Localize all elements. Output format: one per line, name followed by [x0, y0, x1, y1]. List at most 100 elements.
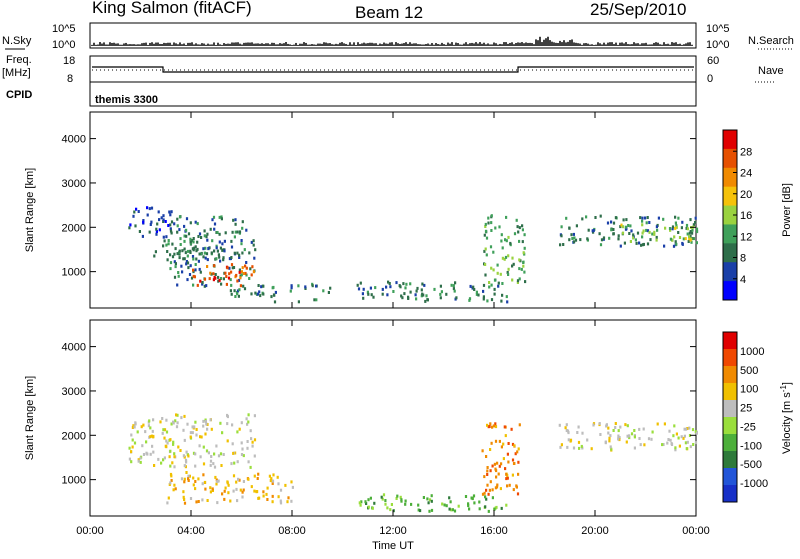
- data-cell: [522, 260, 525, 264]
- data-cell: [247, 413, 250, 417]
- data-cell: [521, 228, 524, 232]
- data-cell: [443, 503, 446, 507]
- data-cell: [236, 460, 239, 464]
- data-cell: [248, 277, 251, 280]
- colorbar-tick-label: -1000: [740, 478, 768, 490]
- data-cell: [407, 295, 410, 299]
- data-cell: [489, 448, 492, 451]
- data-cell: [289, 289, 292, 293]
- data-cell: [602, 236, 606, 240]
- data-cell: [678, 444, 681, 448]
- data-cell: [494, 439, 498, 443]
- data-cell: [216, 501, 219, 505]
- data-cell: [511, 458, 515, 462]
- y-tick-label: 3000: [62, 386, 86, 398]
- data-cell: [197, 259, 200, 263]
- data-cell: [259, 294, 262, 298]
- data-cell: [195, 257, 198, 261]
- data-cell: [504, 434, 507, 438]
- data-cell: [371, 506, 374, 510]
- data-cell: [153, 254, 156, 258]
- data-cell: [500, 506, 503, 510]
- data-cell: [490, 221, 493, 225]
- data-cell: [243, 248, 246, 252]
- data-cell: [167, 242, 170, 246]
- data-cell: [386, 506, 389, 510]
- data-cell: [483, 491, 486, 495]
- x-tick-label: 08:00: [278, 525, 306, 537]
- data-cell: [641, 243, 645, 247]
- data-cell: [624, 227, 628, 231]
- data-cell: [173, 465, 176, 469]
- data-cell: [238, 253, 241, 257]
- data-cell: [174, 262, 177, 266]
- data-cell: [515, 484, 518, 488]
- data-cell: [691, 228, 694, 232]
- data-cell: [367, 498, 370, 502]
- data-cell: [685, 223, 689, 227]
- data-cell: [492, 250, 495, 254]
- data-cell: [233, 461, 236, 465]
- colorbar-tick-label: 1000: [740, 346, 764, 358]
- data-cell: [566, 445, 569, 449]
- data-cell: [484, 505, 487, 509]
- data-cell: [156, 222, 159, 226]
- data-cell: [205, 252, 209, 256]
- data-cell: [231, 230, 234, 234]
- data-cell: [215, 444, 218, 448]
- data-cell: [272, 473, 275, 477]
- data-cell: [145, 451, 148, 455]
- data-cell: [159, 420, 162, 424]
- data-cell: [503, 257, 506, 261]
- data-cell: [187, 474, 190, 478]
- data-cell: [176, 421, 179, 425]
- data-cell: [448, 496, 451, 500]
- data-cell: [200, 435, 203, 439]
- data-cell: [231, 266, 234, 270]
- nave-label: Nave: [758, 65, 784, 77]
- data-cell: [169, 438, 172, 442]
- data-cell: [468, 507, 471, 511]
- data-cell: [204, 420, 207, 423]
- data-cell: [357, 287, 361, 291]
- data-cell: [505, 295, 508, 299]
- colorbar-tick-label: 500: [740, 365, 758, 377]
- data-cell: [507, 460, 510, 464]
- data-cell: [594, 216, 597, 219]
- data-cell: [487, 509, 490, 513]
- data-cell: [214, 276, 217, 280]
- data-cell: [649, 238, 652, 242]
- data-cell: [559, 243, 562, 247]
- data-cell: [494, 226, 497, 230]
- data-cell: [171, 461, 174, 465]
- data-cell: [215, 244, 218, 248]
- data-cell: [633, 429, 636, 432]
- data-cell: [180, 416, 183, 420]
- data-cell: [242, 272, 245, 275]
- data-cell: [404, 286, 407, 290]
- colorbar-tick-label: 100: [740, 384, 758, 396]
- data-cell: [241, 266, 244, 270]
- data-cell: [493, 292, 496, 296]
- colorbar-swatch: [723, 262, 737, 282]
- data-cell: [226, 439, 229, 443]
- data-cell: [221, 431, 224, 435]
- data-cell: [165, 235, 168, 239]
- data-cell: [694, 220, 697, 224]
- data-cell: [229, 289, 232, 293]
- data-cell: [696, 230, 699, 234]
- data-cell: [669, 228, 672, 232]
- data-cell: [230, 239, 233, 243]
- data-cell: [520, 267, 523, 271]
- data-cell: [271, 500, 274, 504]
- data-cell: [497, 281, 500, 285]
- data-cell: [686, 440, 689, 444]
- data-cell: [356, 283, 359, 287]
- data-cell: [160, 461, 163, 465]
- data-cell: [151, 429, 154, 433]
- data-cell: [189, 237, 192, 241]
- data-cell: [250, 240, 253, 244]
- data-cell: [240, 270, 243, 274]
- data-cell: [483, 475, 486, 479]
- data-cell: [133, 210, 136, 214]
